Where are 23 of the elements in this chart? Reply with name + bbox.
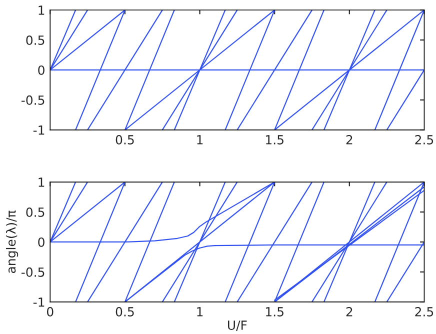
y-tick-label: -1 — [33, 126, 44, 135]
y-tick-label: 1 — [38, 6, 44, 15]
y-tick-label: 0.5 — [26, 207, 44, 217]
x-tick-label: 2.5 — [415, 135, 434, 144]
x-tick-label: 1.5 — [266, 307, 284, 316]
x-tick-label: 2.5 — [415, 307, 434, 316]
y-tick-label: -0.5 — [22, 267, 44, 277]
y-tick-label: 0 — [38, 237, 44, 247]
x-tick-label: 2 — [346, 135, 352, 144]
y-axis-title: angle(λ)/π — [6, 210, 18, 274]
x-tick-label: 1 — [197, 307, 203, 316]
y-tick-label: -0.5 — [22, 95, 44, 105]
x-tick-label: 2 — [346, 307, 352, 316]
y-tick-label: -1 — [33, 298, 44, 307]
x-tick-label: 0 — [46, 307, 54, 316]
x-tick-label: 1.5 — [266, 135, 284, 144]
x-tick-label: 0.5 — [116, 307, 134, 316]
y-tick-label: 1 — [38, 178, 44, 187]
x-tick-label: 0.5 — [116, 135, 134, 144]
x-tick-label: 1 — [197, 135, 203, 144]
y-tick-label: 0 — [38, 65, 44, 75]
y-tick-label: 0.5 — [26, 35, 44, 45]
x-axis-title: U/F — [228, 320, 247, 331]
